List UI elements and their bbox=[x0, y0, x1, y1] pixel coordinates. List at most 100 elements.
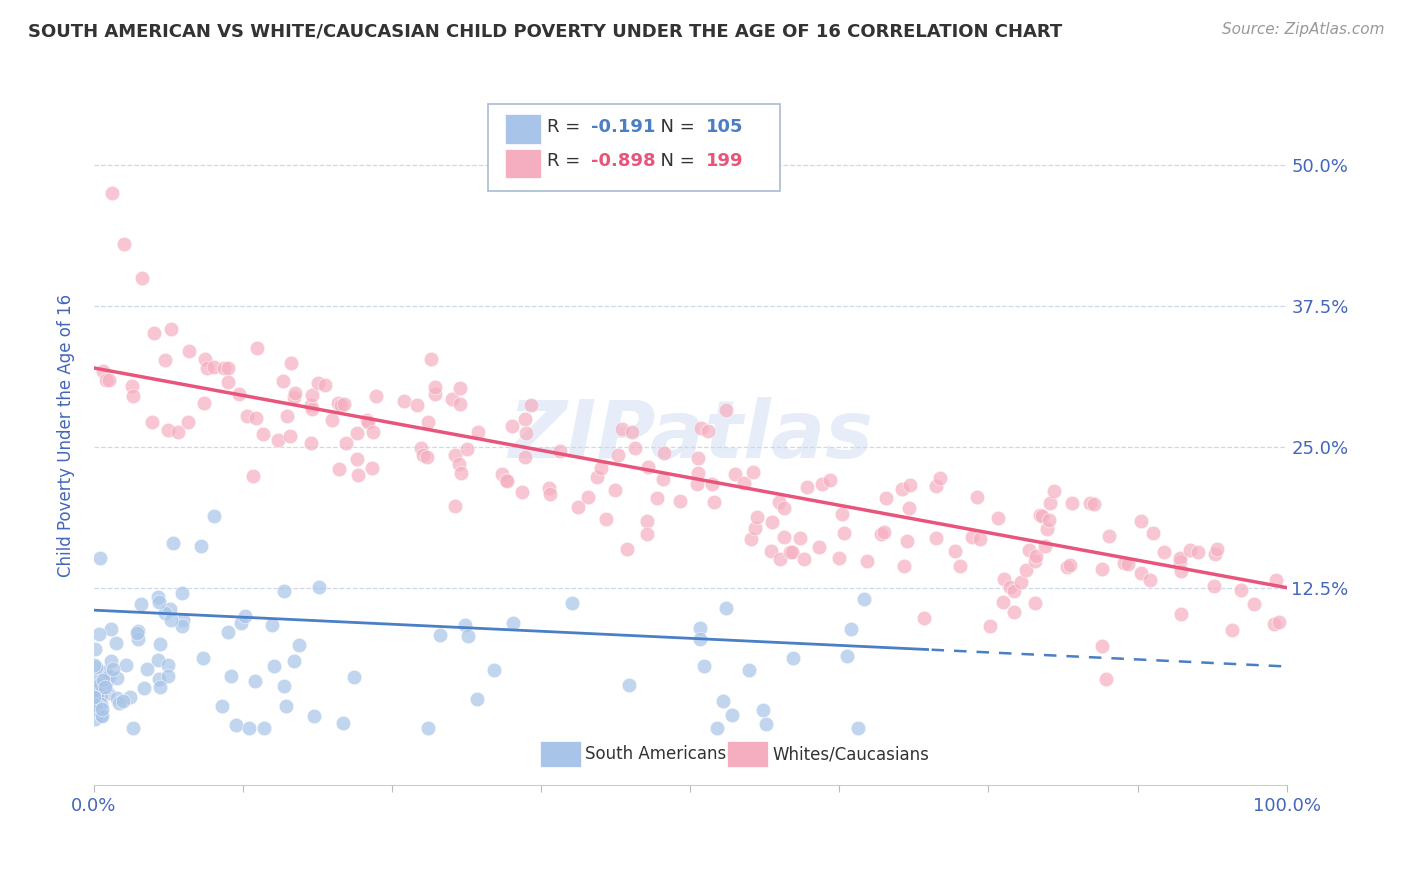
Point bbox=[236, 409, 259, 423]
Point bbox=[1039, 496, 1062, 510]
Text: R =: R = bbox=[547, 153, 586, 170]
Point bbox=[686, 467, 709, 481]
Point bbox=[1204, 547, 1226, 561]
Point bbox=[314, 377, 336, 392]
Point bbox=[423, 380, 446, 394]
Point bbox=[301, 402, 323, 417]
Point bbox=[167, 425, 190, 440]
Point bbox=[177, 416, 200, 430]
Point bbox=[111, 693, 134, 707]
Point bbox=[217, 624, 239, 639]
Point bbox=[700, 477, 723, 491]
Point bbox=[94, 373, 117, 387]
Text: N =: N = bbox=[648, 153, 700, 170]
Point bbox=[444, 499, 467, 513]
Point bbox=[321, 413, 343, 427]
Point bbox=[193, 651, 215, 665]
Point bbox=[83, 713, 105, 727]
Point bbox=[146, 590, 169, 604]
Point bbox=[636, 514, 658, 528]
Text: Whites/Caucasians: Whites/Caucasians bbox=[772, 745, 929, 763]
Point bbox=[347, 467, 370, 482]
Point bbox=[156, 669, 179, 683]
Point bbox=[1130, 514, 1153, 528]
Point bbox=[301, 388, 323, 402]
Point bbox=[949, 559, 972, 574]
Point bbox=[690, 421, 713, 435]
Point bbox=[87, 700, 110, 714]
Point bbox=[1025, 549, 1047, 563]
Point bbox=[104, 636, 127, 650]
Point bbox=[89, 551, 111, 566]
Point bbox=[721, 708, 744, 723]
Point bbox=[853, 591, 876, 606]
Point bbox=[1129, 566, 1152, 580]
Point bbox=[245, 410, 267, 425]
Point bbox=[998, 580, 1021, 594]
Point bbox=[252, 426, 274, 441]
Point bbox=[346, 451, 368, 466]
Point bbox=[782, 545, 804, 559]
Point bbox=[346, 425, 368, 440]
Point bbox=[789, 531, 811, 545]
Point bbox=[330, 398, 353, 412]
Point bbox=[416, 415, 439, 429]
Point bbox=[496, 475, 519, 489]
Point bbox=[271, 374, 294, 388]
Point bbox=[441, 392, 464, 406]
Point bbox=[768, 495, 790, 509]
Point bbox=[364, 388, 387, 402]
FancyBboxPatch shape bbox=[505, 148, 541, 178]
Point bbox=[131, 270, 153, 285]
Point bbox=[1202, 579, 1225, 593]
Point bbox=[1078, 496, 1101, 510]
Point bbox=[361, 425, 384, 439]
Point bbox=[755, 717, 778, 731]
Point bbox=[84, 698, 107, 712]
Point bbox=[1018, 543, 1040, 558]
Point bbox=[962, 530, 984, 544]
Point bbox=[91, 364, 114, 378]
Point bbox=[333, 397, 356, 411]
Point bbox=[538, 487, 561, 501]
Point bbox=[263, 658, 285, 673]
Point bbox=[1010, 575, 1032, 590]
Point bbox=[193, 396, 215, 410]
FancyBboxPatch shape bbox=[727, 741, 768, 766]
Point bbox=[195, 361, 218, 376]
Point bbox=[595, 512, 617, 526]
Point bbox=[100, 622, 122, 636]
Point bbox=[231, 615, 253, 630]
Point bbox=[335, 436, 357, 450]
Point bbox=[769, 551, 792, 566]
Point bbox=[669, 493, 692, 508]
Point bbox=[772, 531, 794, 545]
Point bbox=[467, 425, 489, 439]
Point bbox=[212, 361, 235, 376]
Point bbox=[449, 397, 471, 411]
Text: -0.898: -0.898 bbox=[592, 153, 655, 170]
Point bbox=[779, 545, 801, 559]
Point bbox=[302, 709, 325, 723]
Point bbox=[90, 688, 112, 702]
Point bbox=[202, 508, 225, 523]
Point bbox=[454, 618, 477, 632]
Point bbox=[134, 681, 156, 695]
Point bbox=[202, 360, 225, 375]
Point bbox=[91, 673, 114, 687]
Point bbox=[1059, 558, 1081, 573]
Point bbox=[610, 422, 633, 436]
Point bbox=[146, 653, 169, 667]
Point bbox=[1230, 583, 1253, 598]
Point bbox=[808, 540, 831, 554]
Point bbox=[482, 663, 505, 677]
Point bbox=[831, 507, 853, 521]
Point bbox=[444, 448, 467, 462]
Point bbox=[149, 637, 172, 651]
Point bbox=[141, 415, 163, 429]
Point bbox=[1220, 623, 1243, 637]
Point bbox=[1168, 551, 1191, 566]
Point bbox=[108, 697, 131, 711]
Point bbox=[537, 482, 560, 496]
Point bbox=[740, 533, 762, 547]
